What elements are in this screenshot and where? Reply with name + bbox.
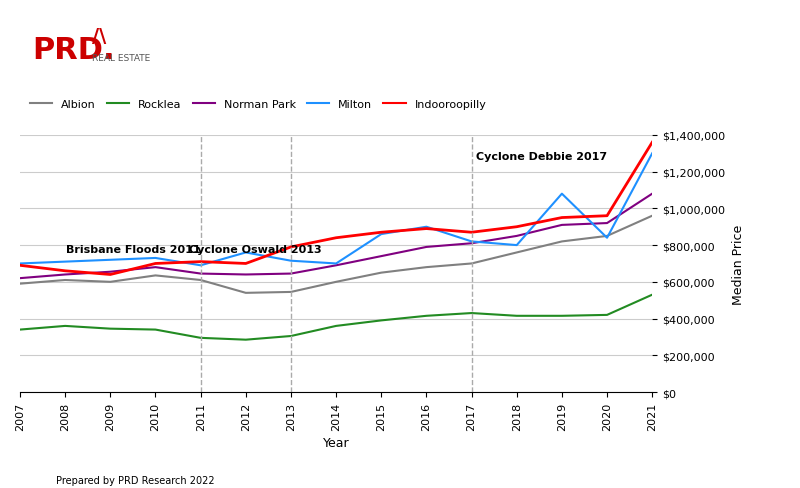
Milton — [286, 258, 296, 264]
Albion — [422, 264, 431, 270]
Indooroopilly — [377, 230, 386, 236]
Rocklea — [512, 313, 522, 319]
Milton — [602, 235, 612, 241]
Norman Park — [60, 272, 70, 278]
Albion — [241, 290, 250, 296]
Milton — [557, 191, 566, 197]
Albion — [557, 239, 566, 245]
Norman Park — [466, 241, 476, 247]
Albion — [60, 278, 70, 284]
Norman Park — [106, 269, 115, 275]
Rocklea — [150, 327, 160, 333]
Indooroopilly — [150, 261, 160, 267]
Rocklea — [196, 335, 206, 341]
Text: REAL ESTATE: REAL ESTATE — [92, 54, 150, 63]
Norman Park — [647, 191, 657, 197]
Rocklea — [647, 292, 657, 298]
Milton — [15, 261, 25, 267]
Indooroopilly — [557, 215, 566, 221]
Albion — [466, 261, 476, 267]
Rocklea — [286, 333, 296, 339]
Text: Cyclone Oswald 2013: Cyclone Oswald 2013 — [189, 245, 321, 255]
Text: Prepared by PRD Research 2022: Prepared by PRD Research 2022 — [56, 475, 214, 485]
Indooroopilly — [512, 224, 522, 230]
Norman Park — [331, 263, 341, 269]
Rocklea — [466, 310, 476, 316]
Indooroopilly — [466, 230, 476, 236]
Milton — [422, 224, 431, 230]
Text: PRD.: PRD. — [32, 36, 114, 64]
Norman Park — [196, 271, 206, 277]
Albion — [331, 279, 341, 285]
Albion — [106, 279, 115, 285]
Rocklea — [15, 327, 25, 333]
Albion — [286, 289, 296, 295]
Text: /\: /\ — [92, 26, 106, 45]
Milton — [377, 232, 386, 238]
Norman Park — [422, 244, 431, 250]
Line: Milton: Milton — [20, 154, 652, 266]
Norman Park — [512, 233, 522, 239]
Norman Park — [602, 221, 612, 226]
Indooroopilly — [60, 268, 70, 274]
Albion — [15, 281, 25, 287]
Milton — [106, 257, 115, 263]
Norman Park — [286, 271, 296, 277]
Milton — [466, 239, 476, 245]
Indooroopilly — [196, 259, 206, 265]
Rocklea — [106, 326, 115, 332]
Milton — [241, 250, 250, 256]
Milton — [196, 263, 206, 269]
Y-axis label: Median Price: Median Price — [732, 224, 745, 304]
Rocklea — [241, 337, 250, 343]
Line: Rocklea: Rocklea — [20, 295, 652, 340]
Indooroopilly — [647, 140, 657, 146]
Norman Park — [377, 254, 386, 260]
X-axis label: Year: Year — [322, 436, 350, 448]
Albion — [602, 233, 612, 239]
Albion — [150, 273, 160, 279]
Albion — [512, 250, 522, 256]
Line: Norman Park: Norman Park — [20, 194, 652, 279]
Albion — [377, 270, 386, 276]
Indooroopilly — [602, 213, 612, 219]
Legend: Albion, Rocklea, Norman Park, Milton, Indooroopilly: Albion, Rocklea, Norman Park, Milton, In… — [26, 95, 491, 114]
Rocklea — [60, 324, 70, 329]
Milton — [60, 259, 70, 265]
Rocklea — [377, 318, 386, 324]
Line: Indooroopilly: Indooroopilly — [20, 143, 652, 275]
Milton — [331, 261, 341, 267]
Indooroopilly — [106, 272, 115, 278]
Indooroopilly — [15, 263, 25, 269]
Rocklea — [331, 324, 341, 329]
Indooroopilly — [286, 244, 296, 250]
Albion — [647, 213, 657, 219]
Rocklea — [557, 313, 566, 319]
Indooroopilly — [422, 226, 431, 232]
Norman Park — [15, 276, 25, 282]
Norman Park — [241, 272, 250, 278]
Text: Cyclone Debbie 2017: Cyclone Debbie 2017 — [476, 151, 607, 162]
Norman Park — [150, 264, 160, 270]
Indooroopilly — [241, 261, 250, 267]
Text: Brisbane Floods 2011: Brisbane Floods 2011 — [66, 245, 200, 255]
Norman Park — [557, 223, 566, 228]
Milton — [150, 256, 160, 262]
Rocklea — [602, 312, 612, 318]
Milton — [512, 243, 522, 248]
Indooroopilly — [331, 235, 341, 241]
Rocklea — [422, 313, 431, 319]
Milton — [647, 151, 657, 157]
Albion — [196, 278, 206, 284]
Line: Albion: Albion — [20, 216, 652, 293]
